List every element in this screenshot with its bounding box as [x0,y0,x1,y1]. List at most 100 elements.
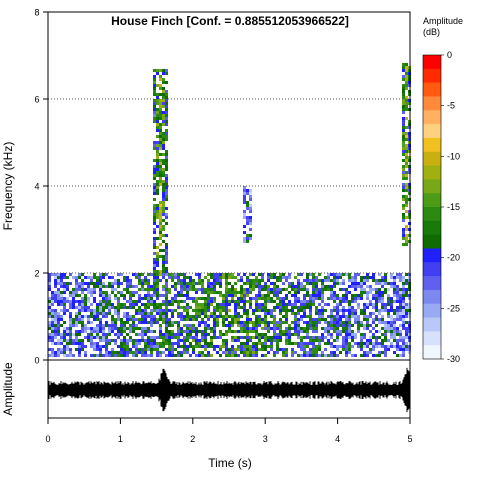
spectrogram-cell [162,96,165,99]
spectrogram-cell [270,348,273,351]
spectrogram-cell [384,345,387,348]
spectrogram-cell [246,300,249,303]
spectrogram-cell [282,306,285,309]
spectrogram-cell [402,318,405,321]
spectrogram-cell [264,285,267,288]
spectrogram-cell [255,309,258,312]
spectrogram-cell [402,78,405,81]
spectrogram-cell [159,174,162,177]
spectrogram-cell [318,348,321,351]
spectrogram-cell [312,297,315,300]
spectrogram-cell [81,285,84,288]
spectrogram-cell [321,297,324,300]
spectrogram-cell [375,291,378,294]
spectrogram-cell [330,315,333,318]
spectrogram-cell [297,327,300,330]
spectrogram-cell [162,159,165,162]
spectrogram-cell [342,324,345,327]
spectrogram-cell [51,351,54,354]
spectrogram-cell [183,351,186,354]
spectrogram-cell [309,312,312,315]
spectrogram-cell [48,273,51,276]
spectrogram-cell [159,306,162,309]
spectrogram-cell [405,63,408,66]
spectrogram-cell [159,336,162,339]
spectrogram-cell [99,303,102,306]
spectrogram-cell [183,300,186,303]
spectrogram-cell [270,282,273,285]
colorbar-swatch [423,124,441,139]
spectrogram-cell [114,324,117,327]
spectrogram-cell [240,348,243,351]
spectrogram-cell [96,276,99,279]
spectrogram-cell [165,282,168,285]
spectrogram-cell [204,288,207,291]
spectrogram-cell [153,147,156,150]
spectrogram-cell [318,315,321,318]
spectrogram-cell [369,312,372,315]
spectrogram-cell [285,303,288,306]
spectrogram-cell [246,309,249,312]
spectrogram-cell [336,348,339,351]
spectrogram-cell [402,219,405,222]
spectrogram-cell [138,327,141,330]
spectrogram-cell [105,285,108,288]
spectrogram-cell [102,300,105,303]
spectrogram-cell [198,279,201,282]
spectrogram-cell [285,294,288,297]
spectrogram-cell [321,288,324,291]
spectrogram-cell [369,348,372,351]
spectrogram-cell [279,327,282,330]
spectrogram-cell [117,318,120,321]
spectrogram-cell [330,288,333,291]
spectrogram-cell [222,345,225,348]
spectrogram-cell [153,168,156,171]
colorbar-swatch [423,220,441,236]
spectrogram-cell [111,291,114,294]
spectrogram-cell [195,315,198,318]
spectrogram-cell [261,297,264,300]
spectrogram-cell [171,303,174,306]
spectrogram-cell [195,300,198,303]
spectrogram-cell [144,330,147,333]
spectrogram-cell [102,324,105,327]
spectrogram-cell [360,342,363,345]
spectrogram-cell [78,273,81,276]
spectrogram-cell [285,318,288,321]
spectrogram-cell [405,282,408,285]
spectrogram-cell [54,297,57,300]
spectrogram-cell [258,288,261,291]
spectrogram-cell [228,303,231,306]
spectrogram-cell [309,306,312,309]
spectrogram-cell [303,309,306,312]
spectrogram-cell [135,276,138,279]
spectrogram-cell [51,333,54,336]
spectrogram-cell [225,354,228,357]
spectrogram-cell [312,303,315,306]
spectrogram-cell [390,297,393,300]
spectrogram-cell [261,342,264,345]
spectrogram-cell [204,339,207,342]
spectrogram-cell [396,315,399,318]
spectrogram-cell [351,285,354,288]
spectrogram-cell [330,297,333,300]
spectrogram-cell [57,333,60,336]
spectrogram-cell [159,108,162,111]
spectrogram-cell [207,342,210,345]
spectrogram-cell [333,306,336,309]
spectrogram-cell [378,330,381,333]
spectrogram-cell [339,333,342,336]
spectrogram-cell [234,276,237,279]
spectrogram-cell [153,309,156,312]
spectrogram-cell [60,276,63,279]
spectrogram-cell [189,306,192,309]
spectrogram-cell [246,345,249,348]
spectrogram-cell [264,342,267,345]
spectrogram-cell [327,288,330,291]
spectrogram-cell [69,306,72,309]
spectrogram-cell [183,294,186,297]
spectrogram-cell [351,297,354,300]
spectrogram-cell [162,270,165,273]
spectrogram-cell [297,273,300,276]
spectrogram-cell [324,342,327,345]
